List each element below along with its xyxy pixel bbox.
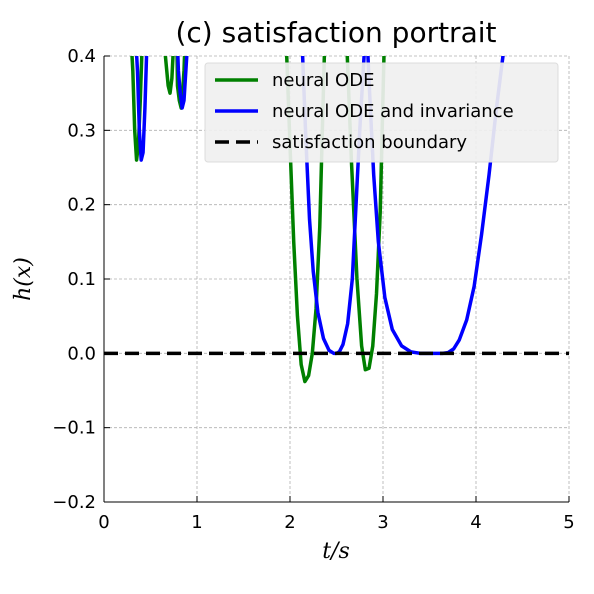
- tick-labels: 0 1 2 3 4 5 −0.2 −0.1 0.0 0.1 0.2 0.3 0.4: [52, 46, 574, 533]
- series-line-0: [130, 56, 386, 384]
- series-layer: [104, 56, 569, 384]
- legend: neural ODE neural ODE and invariance satis…: [204, 62, 559, 163]
- legend-label-1: neural ODE and invariance: [272, 101, 514, 122]
- x-axis-label: t/s: [322, 539, 350, 564]
- y-tick-label-0: −0.2: [52, 492, 96, 513]
- y-tick-label-3: 0.1: [67, 269, 96, 290]
- y-tick-label-4: 0.2: [67, 195, 96, 216]
- series-line-1: [134, 56, 505, 356]
- legend-label-2: satisfaction boundary: [272, 132, 467, 153]
- y-tick-label-5: 0.3: [67, 120, 96, 141]
- y-tick-label-1: −0.1: [52, 418, 96, 439]
- y-tick-label-6: 0.4: [67, 46, 96, 67]
- x-tick-label-5: 5: [563, 512, 574, 533]
- x-tick-label-2: 2: [284, 512, 295, 533]
- y-tick-label-2: 0.0: [67, 343, 96, 364]
- y-axis-label: h(x): [11, 257, 36, 301]
- x-tick-label-4: 4: [470, 512, 481, 533]
- x-tick-label-0: 0: [98, 512, 109, 533]
- x-tick-label-3: 3: [377, 512, 388, 533]
- legend-box: [204, 62, 559, 163]
- chart-title: (c) satisfaction portrait: [175, 16, 496, 49]
- legend-label-0: neural ODE: [272, 70, 374, 91]
- x-tick-label-1: 1: [191, 512, 202, 533]
